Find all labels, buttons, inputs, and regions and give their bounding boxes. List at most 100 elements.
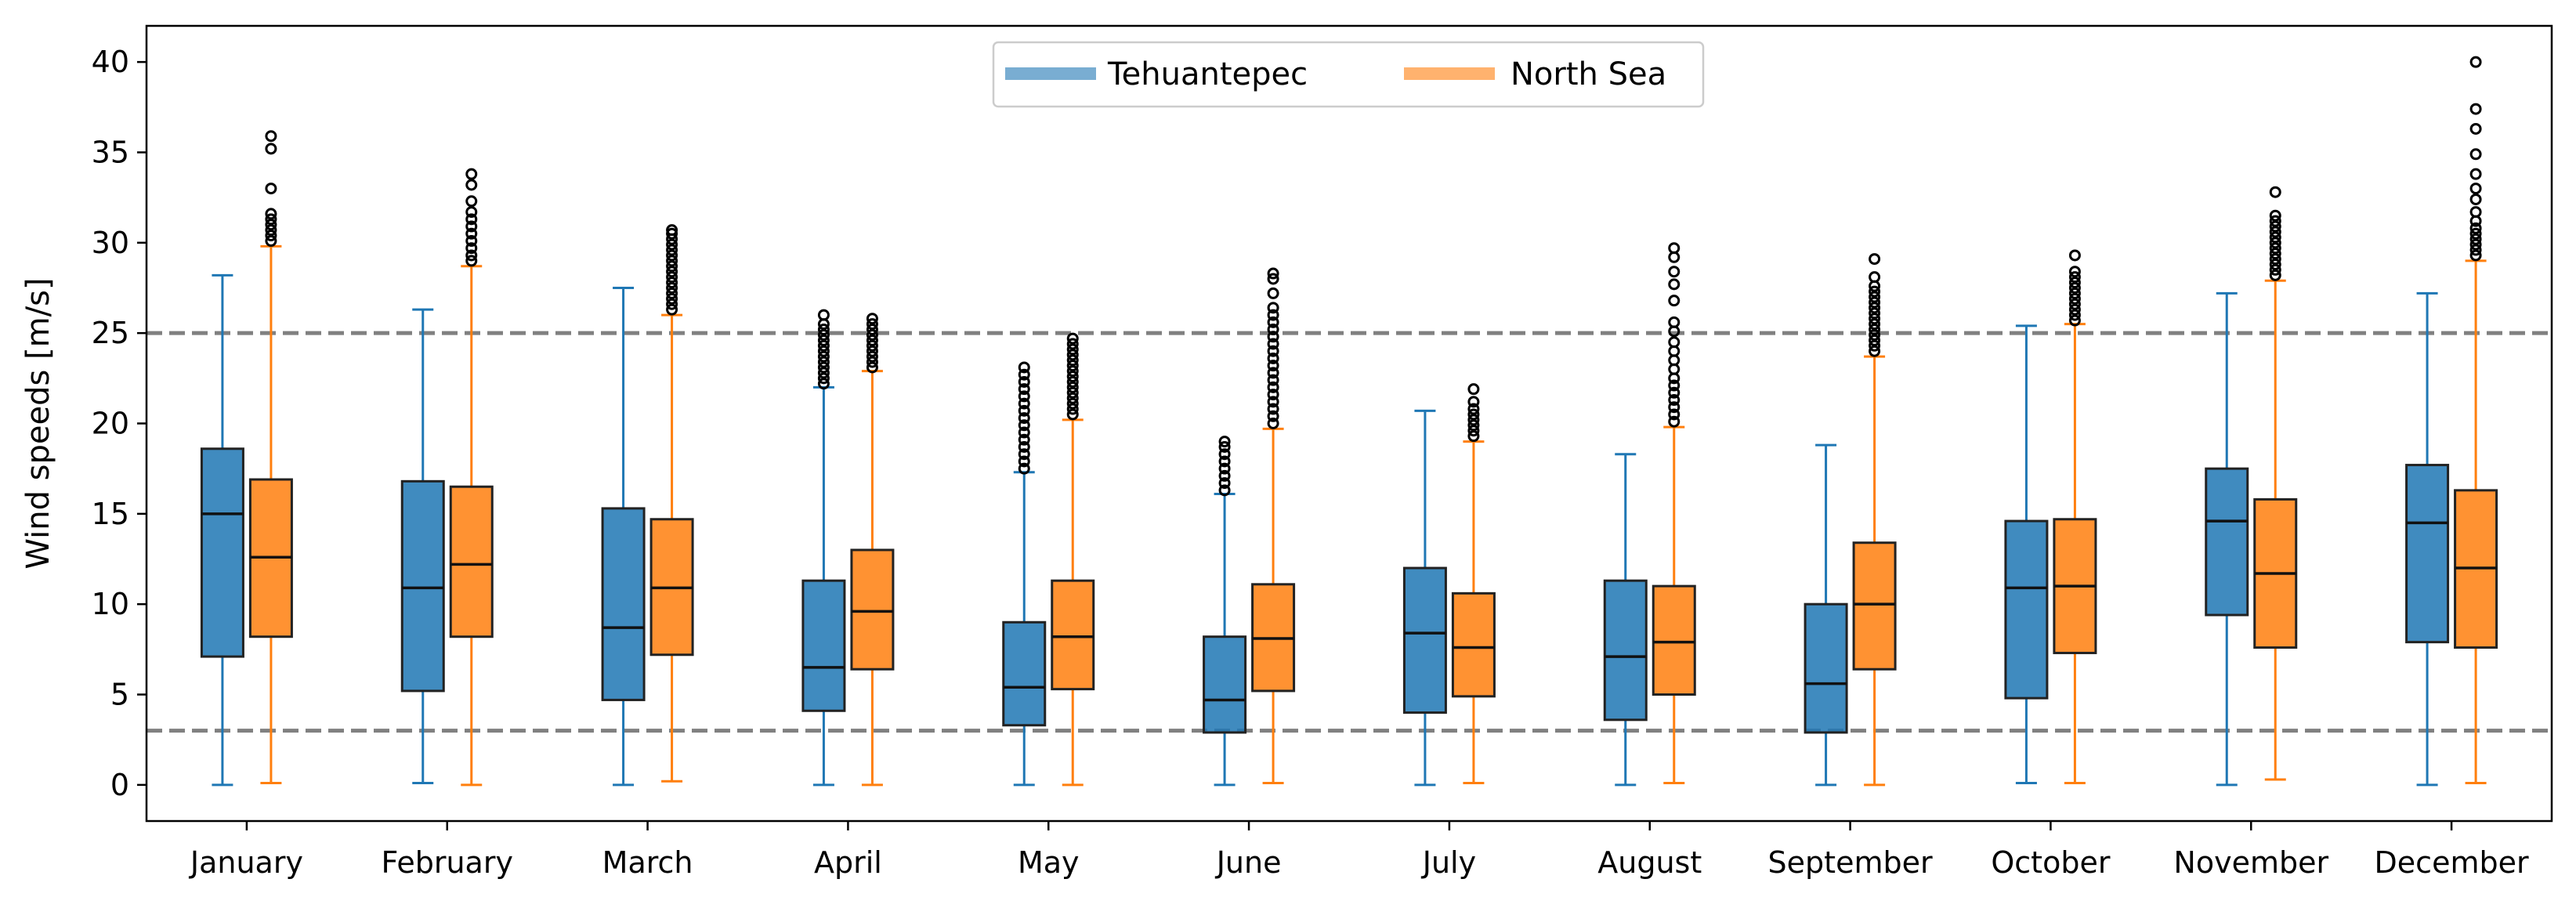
series-north-sea — [248, 56, 2498, 787]
outlier-point — [1869, 285, 1881, 298]
outlier-point — [666, 281, 678, 294]
box-tehuantepec-may — [1002, 361, 1047, 787]
outlier-point — [1066, 365, 1079, 378]
outlier-point — [666, 266, 678, 278]
outlier-point — [817, 324, 830, 336]
outlier-point — [2269, 242, 2281, 255]
series-tehuantepec — [200, 273, 2450, 787]
box-body — [2405, 464, 2450, 644]
outlier-point — [1668, 408, 1681, 421]
box-tehuantepec-march — [601, 286, 646, 787]
outlier-point — [1267, 309, 1279, 321]
outlier-point — [1066, 392, 1079, 404]
outlier-point — [265, 235, 277, 248]
outlier-point — [1066, 343, 1079, 356]
outlier-point — [866, 356, 878, 368]
outlier-point — [1066, 375, 1079, 388]
outlier-point — [2469, 168, 2482, 180]
box-north-sea-august — [1652, 242, 1696, 785]
x-tick-label-february: February — [382, 845, 513, 880]
outlier-point — [265, 224, 277, 237]
outlier-point — [2269, 209, 2281, 222]
outlier-point — [1218, 455, 1231, 468]
outlier-point — [1668, 266, 1681, 278]
outlier-point — [1066, 381, 1079, 393]
outlier-point — [2269, 226, 2281, 238]
box-tehuantepec-july — [1402, 409, 1447, 787]
outlier-point — [817, 367, 830, 379]
outlier-point — [465, 195, 478, 208]
outlier-point — [1869, 307, 1881, 320]
outlier-point — [1218, 484, 1231, 497]
outlier-point — [465, 255, 478, 267]
y-tick-label: 20 — [92, 407, 129, 441]
outlier-point — [817, 372, 830, 385]
x-tick-label-june: June — [1215, 845, 1282, 880]
outlier-point — [1267, 287, 1279, 299]
box-tehuantepec-november — [2205, 291, 2249, 787]
outlier-point — [1267, 367, 1279, 379]
x-tick-label-july: July — [1421, 845, 1476, 880]
outlier-point — [1018, 390, 1030, 403]
outlier-point — [2469, 222, 2482, 234]
outlier-point — [1267, 396, 1279, 408]
outlier-point — [1066, 386, 1079, 399]
box-body — [850, 548, 895, 671]
outlier-point — [1869, 302, 1881, 314]
outlier-point — [1467, 425, 1480, 437]
outlier-point — [666, 303, 678, 316]
outlier-point — [1267, 324, 1279, 336]
outlier-point — [1869, 318, 1881, 331]
box-north-sea-july — [1451, 383, 1496, 785]
x-tick-label-may: May — [1018, 845, 1080, 880]
box-north-sea-december — [2454, 56, 2498, 785]
outlier-point — [1018, 455, 1030, 468]
box-north-sea-september — [1852, 253, 1897, 787]
box-body — [2004, 519, 2049, 700]
outlier-point — [1267, 316, 1279, 328]
legend-label-north-sea: North Sea — [1511, 56, 1666, 92]
x-tick-label-april: April — [814, 845, 882, 880]
outlier-point — [2068, 249, 2081, 262]
outlier-point — [1668, 379, 1681, 392]
x-tick-label-august: August — [1597, 845, 1702, 880]
outlier-point — [1869, 291, 1881, 303]
outlier-point — [1467, 383, 1480, 396]
outlier-point — [666, 244, 678, 256]
x-tick-label-october: October — [1991, 845, 2110, 880]
outlier-point — [1267, 374, 1279, 386]
outlier-point — [1668, 336, 1681, 349]
legend-label-tehuantepec: Tehuantepec — [1107, 56, 1308, 92]
outlier-point — [1668, 415, 1681, 428]
box-body — [601, 507, 646, 701]
outlier-point — [666, 260, 678, 273]
outlier-point — [1267, 302, 1279, 314]
box-body — [1451, 591, 1496, 698]
outlier-point — [1869, 271, 1881, 284]
outlier-point — [1668, 394, 1681, 407]
outlier-point — [1018, 404, 1030, 417]
legend-swatch-tehuantepec — [1005, 67, 1096, 80]
box-body — [400, 479, 445, 693]
outlier-point — [2469, 249, 2482, 262]
outlier-point — [1218, 436, 1231, 448]
box-north-sea-november — [2253, 186, 2298, 781]
outlier-point — [866, 328, 878, 341]
outlier-point — [666, 277, 678, 289]
outlier-point — [265, 130, 277, 143]
box-north-sea-june — [1251, 267, 1296, 785]
outlier-point — [1066, 371, 1079, 383]
outlier-point — [1467, 396, 1480, 408]
box-body — [1603, 579, 1648, 722]
outlier-point — [1218, 477, 1231, 490]
outlier-point — [1467, 414, 1480, 426]
outlier-point — [2068, 277, 2081, 289]
outlier-point — [2469, 206, 2482, 219]
outlier-point — [465, 213, 478, 226]
outlier-point — [666, 227, 678, 240]
outlier-point — [1066, 354, 1079, 367]
y-tick-label: 10 — [92, 587, 129, 621]
outlier-point — [2068, 287, 2081, 299]
outlier-point — [1218, 448, 1231, 461]
